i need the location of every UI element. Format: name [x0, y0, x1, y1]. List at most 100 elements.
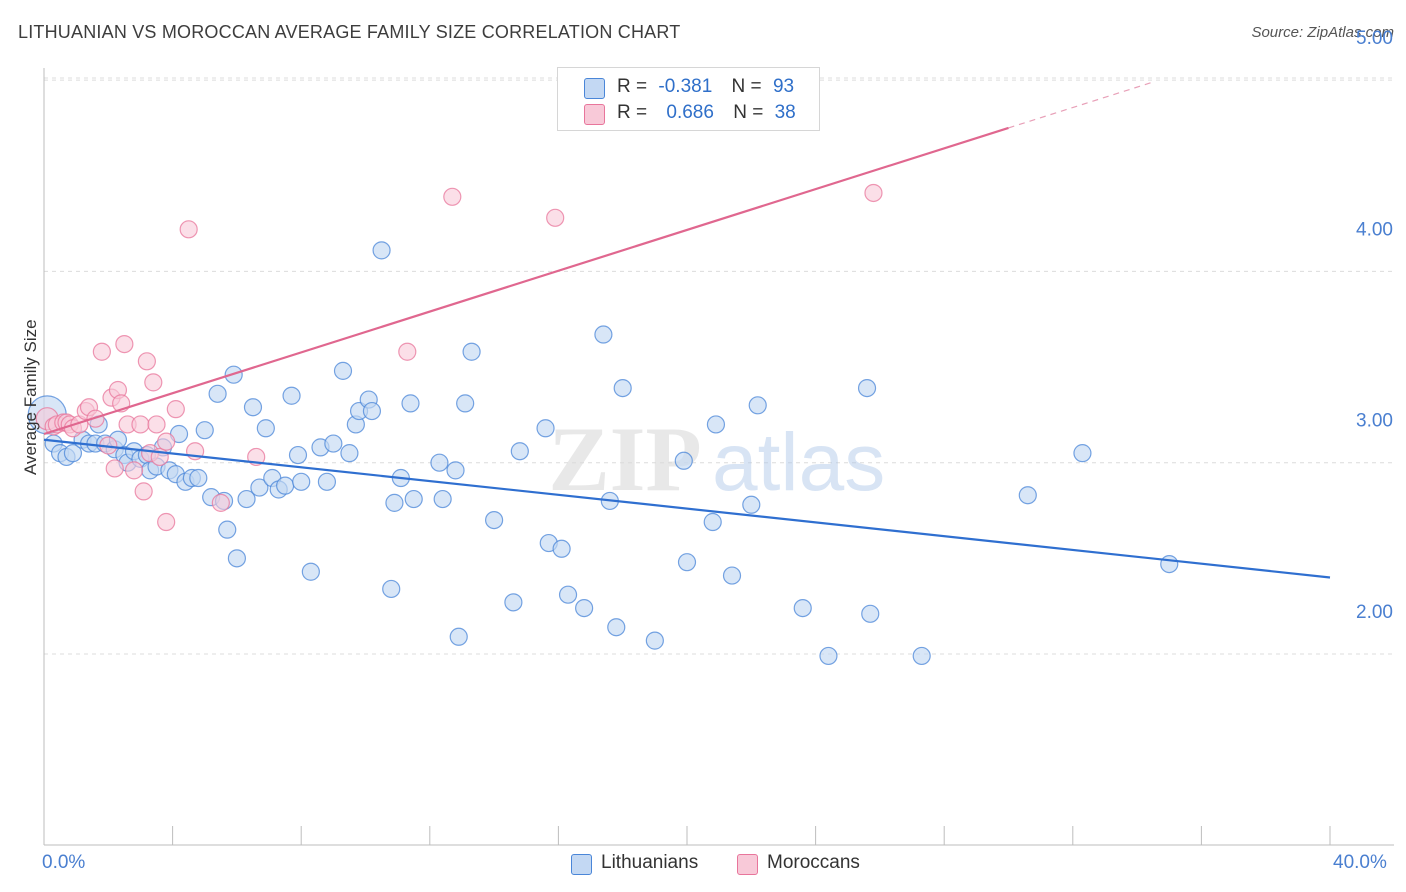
- lithuanians-point: [333, 361, 353, 380]
- lithuanians-point: [292, 472, 311, 491]
- legend-swatch-blue: [584, 78, 605, 99]
- lithuanians-point: [449, 627, 468, 646]
- source-label: Source: ZipAtlas.com: [1251, 24, 1394, 41]
- legend-r-label: R =: [617, 102, 648, 123]
- lithuanians-point: [218, 520, 237, 539]
- y-axis-label: Average Family Size: [21, 319, 40, 475]
- lithuanians-point: [462, 342, 481, 361]
- grid-lines: [44, 77, 1394, 655]
- lithuanians-point: [613, 378, 632, 398]
- watermark-atlas: atlas: [712, 417, 885, 508]
- lithuanians-point: [276, 476, 295, 495]
- moroccans-point: [92, 342, 111, 361]
- lithuanians-point: [912, 646, 931, 666]
- y-tick-label: 3.00: [1356, 411, 1393, 432]
- correlation-legend: R = -0.381 N = 93 R = 0.686 N = 38: [557, 67, 820, 131]
- bottom-legend-label: Moroccans: [767, 852, 860, 873]
- lithuanians-point: [401, 394, 420, 413]
- moroccans-point: [115, 334, 134, 354]
- lithuanians-point: [317, 472, 337, 491]
- moroccans-point: [546, 208, 565, 227]
- x-tick-label-max: 40.0%: [1333, 852, 1387, 873]
- moroccans-trend-extension: [1008, 81, 1154, 129]
- watermark: ZIP atlas: [548, 408, 885, 510]
- lithuanians-point: [722, 566, 742, 585]
- lithuanians-point: [485, 510, 504, 530]
- lithuanians-point: [793, 598, 812, 618]
- lithuanians-point: [857, 378, 877, 398]
- lithuanians-point: [748, 396, 767, 415]
- trend-lines: [43, 81, 1331, 579]
- lithuanians-point: [1160, 554, 1179, 574]
- lithuanians-point: [706, 415, 726, 434]
- legend-n-label: N =: [733, 102, 764, 123]
- lithuanians-point: [340, 444, 359, 463]
- lithuanians-point: [237, 489, 256, 509]
- legend-r-value: -0.381: [658, 76, 713, 97]
- lithuanians-point: [282, 386, 301, 405]
- lithuanians-point: [504, 593, 523, 612]
- lithuanians-point: [677, 553, 697, 572]
- lithuanians-point: [227, 549, 246, 568]
- lithuanians-point: [594, 325, 613, 344]
- lithuanians-point: [208, 384, 227, 403]
- lithuanians-point: [404, 489, 423, 509]
- lithuanians-point: [195, 421, 214, 440]
- lithuanians-point: [552, 539, 571, 558]
- lithuanians-point: [385, 493, 404, 512]
- moroccans-trend-line: [43, 126, 1009, 436]
- lithuanians-point: [301, 562, 320, 581]
- lithuanians-point: [324, 434, 343, 453]
- lithuanians-point: [861, 604, 880, 623]
- moroccans-point: [131, 415, 150, 434]
- lithuanians-point: [63, 444, 83, 463]
- bottom-legend-swatch-blue: [571, 854, 592, 875]
- lithuanians-point: [674, 451, 693, 470]
- moroccans-point: [179, 220, 198, 239]
- bottom-legend-swatch-pink: [737, 854, 758, 875]
- lithuanians-point: [382, 579, 401, 599]
- y-tick-labels: 2.00 3.00 4.00 5.00: [1356, 28, 1393, 623]
- lithuanians-point: [372, 241, 391, 260]
- lithuanians-point: [430, 453, 449, 472]
- lithuanians-point: [250, 478, 269, 497]
- lithuanians-point: [645, 631, 664, 650]
- lithuanians-point: [536, 419, 555, 438]
- legend-swatch-pink: [584, 104, 605, 125]
- legend-n-value: 38: [774, 102, 796, 123]
- moroccans-point: [864, 183, 883, 203]
- chart-title: LITHUANIAN VS MOROCCAN AVERAGE FAMILY SI…: [18, 22, 681, 42]
- lithuanians-point: [243, 398, 263, 417]
- moroccans-point: [157, 432, 176, 451]
- lithuanians-point: [703, 512, 722, 532]
- legend-n-label: N =: [731, 76, 762, 97]
- moroccans-point: [166, 400, 185, 419]
- lithuanians-point: [288, 445, 308, 465]
- moroccans-point: [398, 342, 417, 361]
- lithuanians-point: [819, 646, 838, 666]
- lithuanians-point: [433, 489, 452, 509]
- lithuanians-point: [256, 419, 275, 438]
- moroccans-point: [137, 352, 156, 371]
- moroccans-point: [105, 459, 124, 478]
- y-tick-label: 4.00: [1356, 219, 1393, 240]
- lithuanians-point: [189, 468, 208, 488]
- lithuanians-point: [742, 495, 761, 514]
- y-tick-label: 2.00: [1356, 602, 1393, 623]
- axes: [43, 68, 1394, 846]
- legend-r-label: R =: [617, 76, 648, 97]
- moroccans-point: [157, 512, 176, 532]
- moroccans-point: [211, 493, 230, 512]
- lithuanians-trend-line: [43, 438, 1331, 579]
- legend-n-value: 93: [772, 76, 795, 97]
- legend-r-value: 0.686: [666, 102, 714, 123]
- moroccans-point: [144, 373, 163, 392]
- moroccans-point: [443, 187, 462, 206]
- y-tick-label: 5.00: [1356, 28, 1393, 49]
- bottom-legend-label: Lithuanians: [601, 852, 699, 873]
- lithuanians-point: [607, 618, 626, 637]
- lithuanians-point: [558, 585, 578, 604]
- lithuanians-point: [510, 442, 529, 461]
- lithuanians-point: [456, 394, 475, 413]
